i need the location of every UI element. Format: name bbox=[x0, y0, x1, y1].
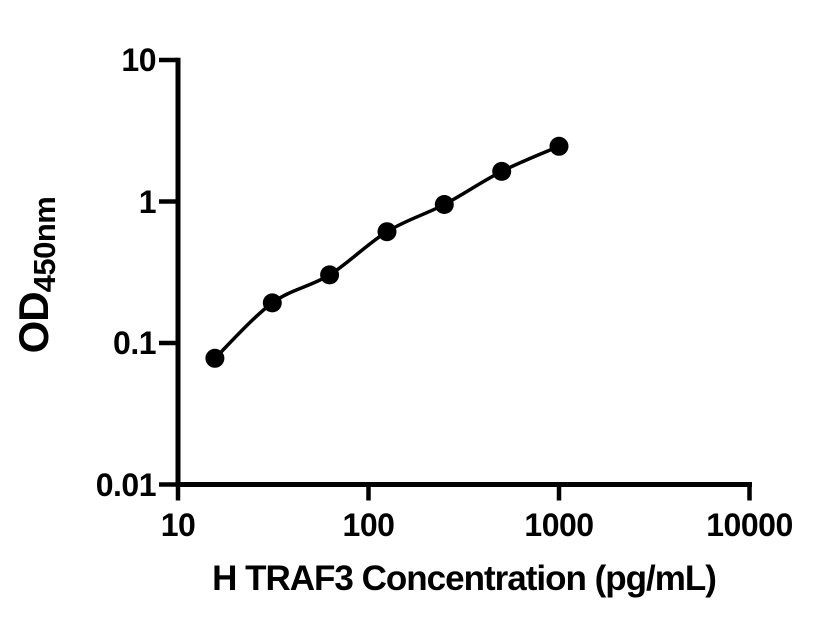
axis-lines bbox=[175, 57, 752, 487]
data-point bbox=[205, 348, 225, 368]
x-tick-label: 10 bbox=[160, 507, 196, 543]
y-tick-label: 1 bbox=[138, 183, 157, 220]
data-point bbox=[549, 136, 569, 156]
data-point bbox=[377, 222, 397, 242]
y-axis-title-subscript: 450nm bbox=[26, 196, 62, 293]
x-axis-title: H TRAF3 Concentration (pg/mL) bbox=[212, 559, 717, 598]
x-tick-label: 100 bbox=[342, 507, 395, 543]
x-tick-label: 10000 bbox=[706, 507, 793, 543]
data-point bbox=[492, 161, 512, 181]
data-points bbox=[205, 136, 569, 368]
y-axis-title-main: OD bbox=[10, 292, 57, 354]
axes bbox=[159, 57, 752, 501]
y-tick-label: 0.1 bbox=[113, 325, 156, 361]
data-point bbox=[262, 293, 282, 313]
data-point bbox=[434, 195, 454, 214]
y-tick-label: 10 bbox=[121, 42, 156, 78]
y-tick-label: 0.01 bbox=[95, 466, 157, 503]
data-point bbox=[320, 265, 340, 285]
x-tick-label: 1000 bbox=[524, 507, 594, 543]
y-axis-title: OD450nm bbox=[10, 125, 62, 425]
